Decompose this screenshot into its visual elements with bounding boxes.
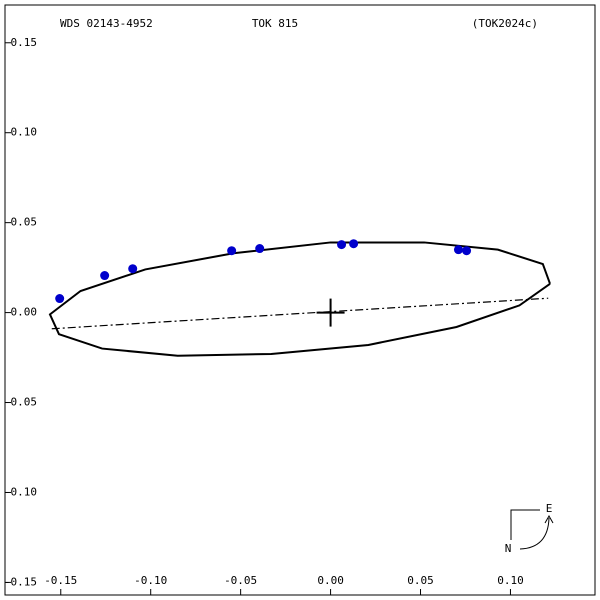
x-tick-label: -0.05 <box>224 574 257 587</box>
observation-point <box>462 246 472 256</box>
x-tick-label: -0.15 <box>44 574 77 587</box>
x-tick-label: 0.00 <box>317 574 344 587</box>
compass-arrow <box>519 517 550 550</box>
y-tick-label: -0.10 <box>4 485 37 498</box>
observation-point <box>100 271 110 281</box>
wds-label: WDS 02143-4952 <box>60 17 153 30</box>
observation-point <box>453 245 463 255</box>
orbit <box>48 241 551 357</box>
y-tick-label: -0.15 <box>4 575 37 588</box>
observation-point <box>55 294 65 304</box>
observation-point <box>337 240 347 250</box>
y-tick-label: 0.00 <box>11 306 38 319</box>
observation-point <box>227 246 237 256</box>
x-tick-label: 0.05 <box>407 574 434 587</box>
observation-point <box>349 239 359 249</box>
compass <box>510 509 554 550</box>
compass-arms <box>510 509 540 540</box>
plot-frame <box>4 4 596 596</box>
reference-label: (TOK2024c) <box>472 17 538 30</box>
compass-arrowhead <box>544 514 554 524</box>
y-tick-label: -0.05 <box>4 396 37 409</box>
line-of-nodes <box>51 297 549 330</box>
x-tick-label: 0.10 <box>497 574 524 587</box>
y-tick-label: 0.15 <box>11 36 38 49</box>
y-tick-label: 0.05 <box>11 216 38 229</box>
compass-north: N <box>505 542 512 555</box>
y-tick-label: 0.10 <box>11 126 38 139</box>
compass-east: E <box>546 502 553 515</box>
observation-point <box>255 244 265 254</box>
system-label: TOK 815 <box>252 17 298 30</box>
x-tick-label: -0.10 <box>134 574 167 587</box>
observation-point <box>128 264 138 274</box>
